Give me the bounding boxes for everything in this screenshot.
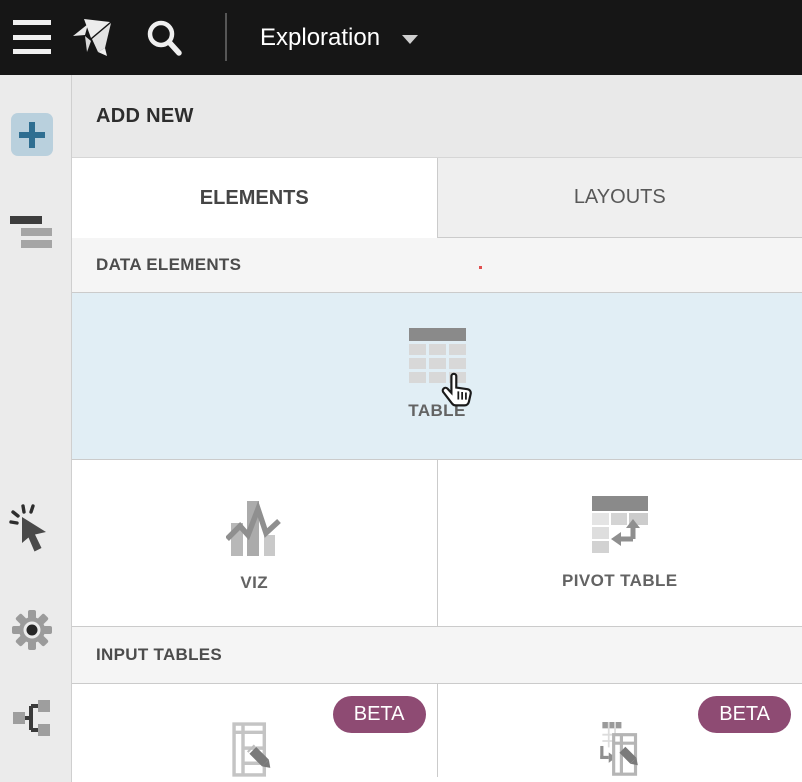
sidebar-item-settings[interactable] <box>11 609 53 656</box>
outline-icon <box>10 216 42 224</box>
hamburger-menu-icon[interactable] <box>13 20 51 54</box>
sidebar-item-page-outline[interactable] <box>10 216 54 248</box>
caret-down-icon <box>402 35 419 44</box>
tile-pivot-table[interactable]: PIVOT TABLE <box>436 460 802 626</box>
csv-input-table-pencil-icon <box>600 722 638 776</box>
sidebar-item-add-element[interactable] <box>11 113 53 156</box>
hand-cursor-icon <box>440 371 478 418</box>
beta-badge: BETA <box>698 696 791 733</box>
input-table-pencil-icon <box>232 722 271 777</box>
sidebar-rail <box>0 75 72 782</box>
tab-elements[interactable]: ELEMENTS <box>72 158 437 238</box>
tile-table[interactable]: TABLE <box>72 293 802 460</box>
topbar: Exploration <box>0 0 802 75</box>
pivot-table-icon <box>591 495 648 553</box>
click-cursor-icon <box>9 504 46 552</box>
tile-csv-input-table[interactable]: BETA <box>436 684 802 777</box>
input-tables-row: BETA BETA <box>72 684 802 777</box>
document-title: Exploration <box>260 23 381 51</box>
tab-bar: ELEMENTS LAYOUTS <box>72 158 802 238</box>
red-dot-artifact <box>479 266 482 269</box>
tile-table-label: TABLE <box>408 401 466 420</box>
topbar-divider <box>225 13 227 61</box>
sigma-logo-icon[interactable] <box>72 15 120 66</box>
search-icon[interactable] <box>143 16 187 67</box>
sidebar-item-lineage[interactable] <box>11 697 53 744</box>
section-header-input-tables: INPUT TABLES <box>72 627 802 684</box>
add-new-panel: ADD NEW ELEMENTS LAYOUTS DATA ELEMENTS T… <box>72 75 802 782</box>
section-header-data-elements: DATA ELEMENTS <box>72 238 802 293</box>
tile-viz-label: VIZ <box>240 572 269 592</box>
viz-chart-icon <box>226 500 282 556</box>
panel-title: ADD NEW <box>96 104 194 127</box>
tile-viz[interactable]: VIZ <box>72 460 437 626</box>
tile-pivot-table-label: PIVOT TABLE <box>561 570 678 590</box>
document-title-dropdown[interactable]: Exploration <box>260 0 419 75</box>
panel-header: ADD NEW <box>72 75 802 158</box>
lineage-icon <box>13 700 50 736</box>
tab-layouts[interactable]: LAYOUTS <box>436 158 802 238</box>
beta-badge: BETA <box>332 696 426 733</box>
tile-empty-input-table[interactable]: BETA <box>72 684 437 777</box>
sidebar-item-interactions[interactable] <box>8 503 56 562</box>
data-elements-row: VIZ PIVOT TABLE <box>72 460 802 627</box>
gear-icon <box>12 610 52 650</box>
